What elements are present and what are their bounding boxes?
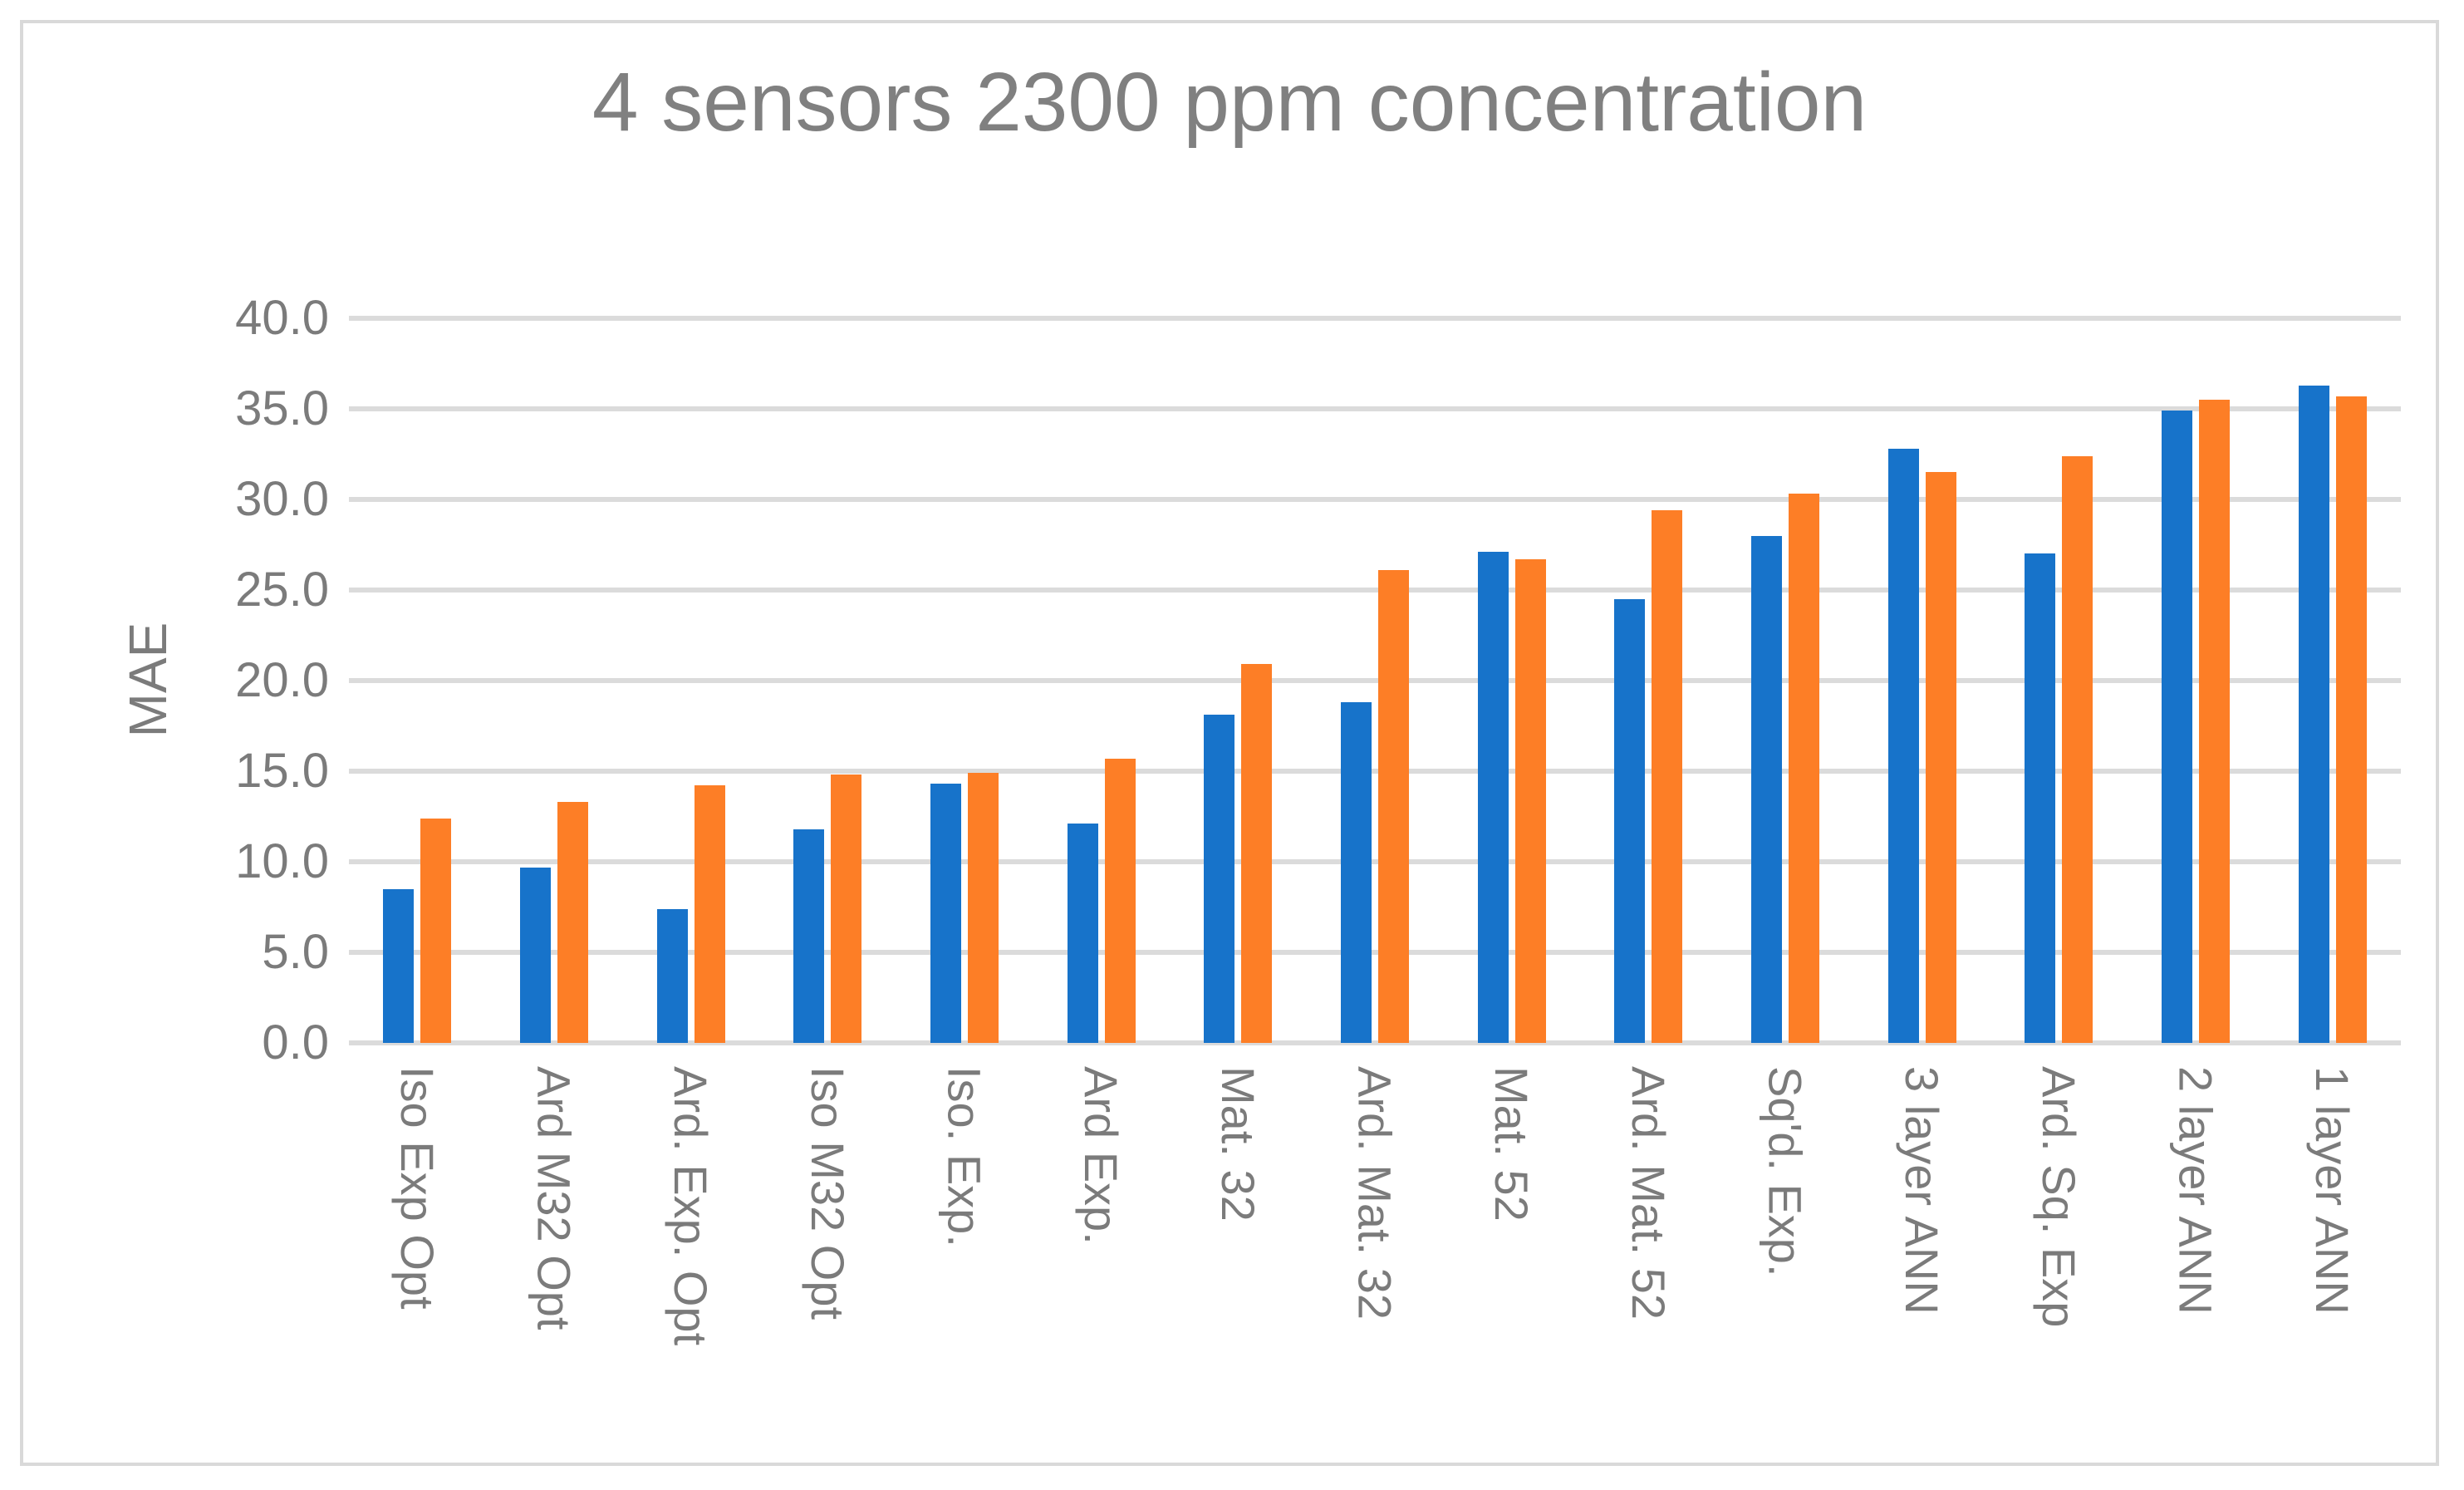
gridline: [349, 769, 2401, 774]
bar-blue: [1614, 598, 1646, 1043]
y-tick-label: 30.0: [235, 472, 329, 526]
gridline: [349, 588, 2401, 593]
bar-orange: [420, 818, 452, 1043]
x-tick-label-wrap: Mat. 32: [1211, 1066, 1264, 1457]
bar-orange: [1378, 570, 1409, 1043]
bar-orange: [1789, 494, 1819, 1043]
bar-orange: [2062, 455, 2093, 1043]
bar-orange: [1241, 664, 1273, 1043]
x-tick-label: 1 layer ANN: [2306, 1066, 2359, 1315]
gridline: [349, 859, 2401, 864]
bar-orange: [2335, 396, 2367, 1043]
bar-blue: [656, 908, 688, 1043]
x-tick-label-wrap: Ard. Mat. 32: [1348, 1066, 1401, 1457]
x-tick-label: Ard Exp.: [1075, 1066, 1128, 1245]
bar-blue: [1341, 702, 1372, 1043]
y-tick-label: 35.0: [235, 381, 329, 435]
x-tick-label: Iso Exp Opt: [390, 1066, 444, 1310]
gridline: [349, 406, 2401, 411]
x-tick-label: Ard. Sq. Exp: [2032, 1066, 2085, 1328]
x-tick-label: Iso. Exp.: [938, 1066, 991, 1247]
bar-blue: [1204, 715, 1235, 1043]
bar-blue: [520, 867, 551, 1043]
x-tick-label-wrap: Iso. Exp.: [938, 1066, 991, 1457]
y-tick-label: 25.0: [235, 563, 329, 617]
x-tick-label: 3 layer ANN: [1896, 1066, 1949, 1315]
gridline: [349, 497, 2401, 502]
bar-orange: [968, 773, 999, 1043]
bar-orange: [831, 775, 862, 1043]
x-tick-label-wrap: Ard M32 Opt: [528, 1066, 581, 1457]
bar-blue: [1887, 448, 1919, 1043]
x-tick-label: Ard. Exp. Opt: [665, 1066, 718, 1346]
figure-border: 4 sensors 2300 ppm concentration MAE 40.…: [20, 20, 2439, 1466]
x-tick-label-wrap: 2 layer ANN: [2169, 1066, 2222, 1457]
bar-blue: [793, 829, 825, 1043]
bar-blue: [930, 784, 961, 1043]
x-tick-label: Ard. Mat. 32: [1348, 1066, 1401, 1320]
chart-title: 4 sensors 2300 ppm concentration: [591, 56, 1868, 149]
y-tick-label: 15.0: [235, 744, 329, 798]
y-tick-label: 5.0: [262, 925, 329, 979]
x-tick-label: Iso M32 Opt: [801, 1066, 854, 1320]
x-tick-label-wrap: 1 layer ANN: [2306, 1066, 2359, 1457]
x-tick-label-wrap: Iso M32 Opt: [801, 1066, 854, 1457]
bar-orange: [694, 785, 725, 1043]
x-tick-label: Sq'd. Exp.: [1759, 1066, 1812, 1277]
bar-orange: [1514, 558, 1546, 1043]
x-tick-label-wrap: Iso Exp Opt: [390, 1066, 444, 1457]
x-tick-label-wrap: Ard. Sq. Exp: [2032, 1066, 2085, 1457]
bar-blue: [1477, 552, 1509, 1043]
y-tick-label: 20.0: [235, 653, 329, 707]
bar-blue: [2298, 385, 2329, 1043]
x-tick-label: Ard M32 Opt: [528, 1066, 581, 1330]
bar-blue: [383, 888, 415, 1043]
x-tick-label: Ard. Mat. 52: [1622, 1066, 1675, 1320]
y-tick-label: 10.0: [235, 834, 329, 888]
x-tick-label-wrap: Ard. Mat. 52: [1622, 1066, 1675, 1457]
x-tick-label-wrap: Sq'd. Exp.: [1759, 1066, 1812, 1457]
y-tick-label: 40.0: [235, 291, 329, 345]
x-tick-label-wrap: Mat. 52: [1485, 1066, 1539, 1457]
gridline: [349, 1040, 2401, 1045]
x-tick-label-wrap: 3 layer ANN: [1896, 1066, 1949, 1457]
y-tick-label: 0.0: [262, 1015, 329, 1070]
x-tick-label: Mat. 32: [1211, 1066, 1264, 1222]
x-tick-label-wrap: Ard. Exp. Opt: [665, 1066, 718, 1457]
bar-blue: [2162, 411, 2192, 1043]
bar-orange: [1104, 758, 1136, 1043]
gridline: [349, 678, 2401, 683]
bar-blue: [1067, 824, 1098, 1043]
bar-orange: [557, 802, 588, 1043]
bar-blue: [2025, 553, 2056, 1043]
plot-area: [349, 316, 2401, 1045]
bar-orange: [1652, 510, 1683, 1043]
bar-orange: [1925, 472, 1956, 1043]
bar-blue: [1751, 535, 1782, 1043]
x-tick-label: Mat. 52: [1485, 1066, 1539, 1222]
gridline: [349, 950, 2401, 955]
gridline: [349, 316, 2401, 321]
bar-orange: [2199, 400, 2230, 1043]
x-tick-label: 2 layer ANN: [2169, 1066, 2222, 1315]
x-tick-label-wrap: Ard Exp.: [1075, 1066, 1128, 1457]
